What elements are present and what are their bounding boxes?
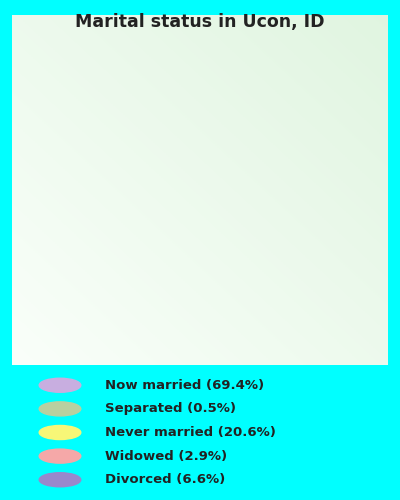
Circle shape bbox=[39, 402, 81, 416]
Circle shape bbox=[39, 472, 81, 487]
Wedge shape bbox=[196, 50, 200, 109]
Wedge shape bbox=[64, 50, 198, 170]
Wedge shape bbox=[60, 181, 124, 238]
Circle shape bbox=[39, 378, 81, 392]
Wedge shape bbox=[68, 50, 340, 330]
Text: Divorced (6.6%): Divorced (6.6%) bbox=[105, 473, 225, 486]
Text: Separated (0.5%): Separated (0.5%) bbox=[105, 402, 236, 415]
Text: Never married (20.6%): Never married (20.6%) bbox=[105, 426, 276, 439]
Text: Marital status in Ucon, ID: Marital status in Ucon, ID bbox=[75, 12, 325, 30]
Circle shape bbox=[39, 426, 81, 440]
Text: Widowed (2.9%): Widowed (2.9%) bbox=[105, 450, 227, 462]
Text: Now married (69.4%): Now married (69.4%) bbox=[105, 379, 264, 392]
Wedge shape bbox=[60, 156, 121, 185]
Text: City-Data.com: City-Data.com bbox=[295, 26, 364, 36]
Circle shape bbox=[39, 449, 81, 463]
